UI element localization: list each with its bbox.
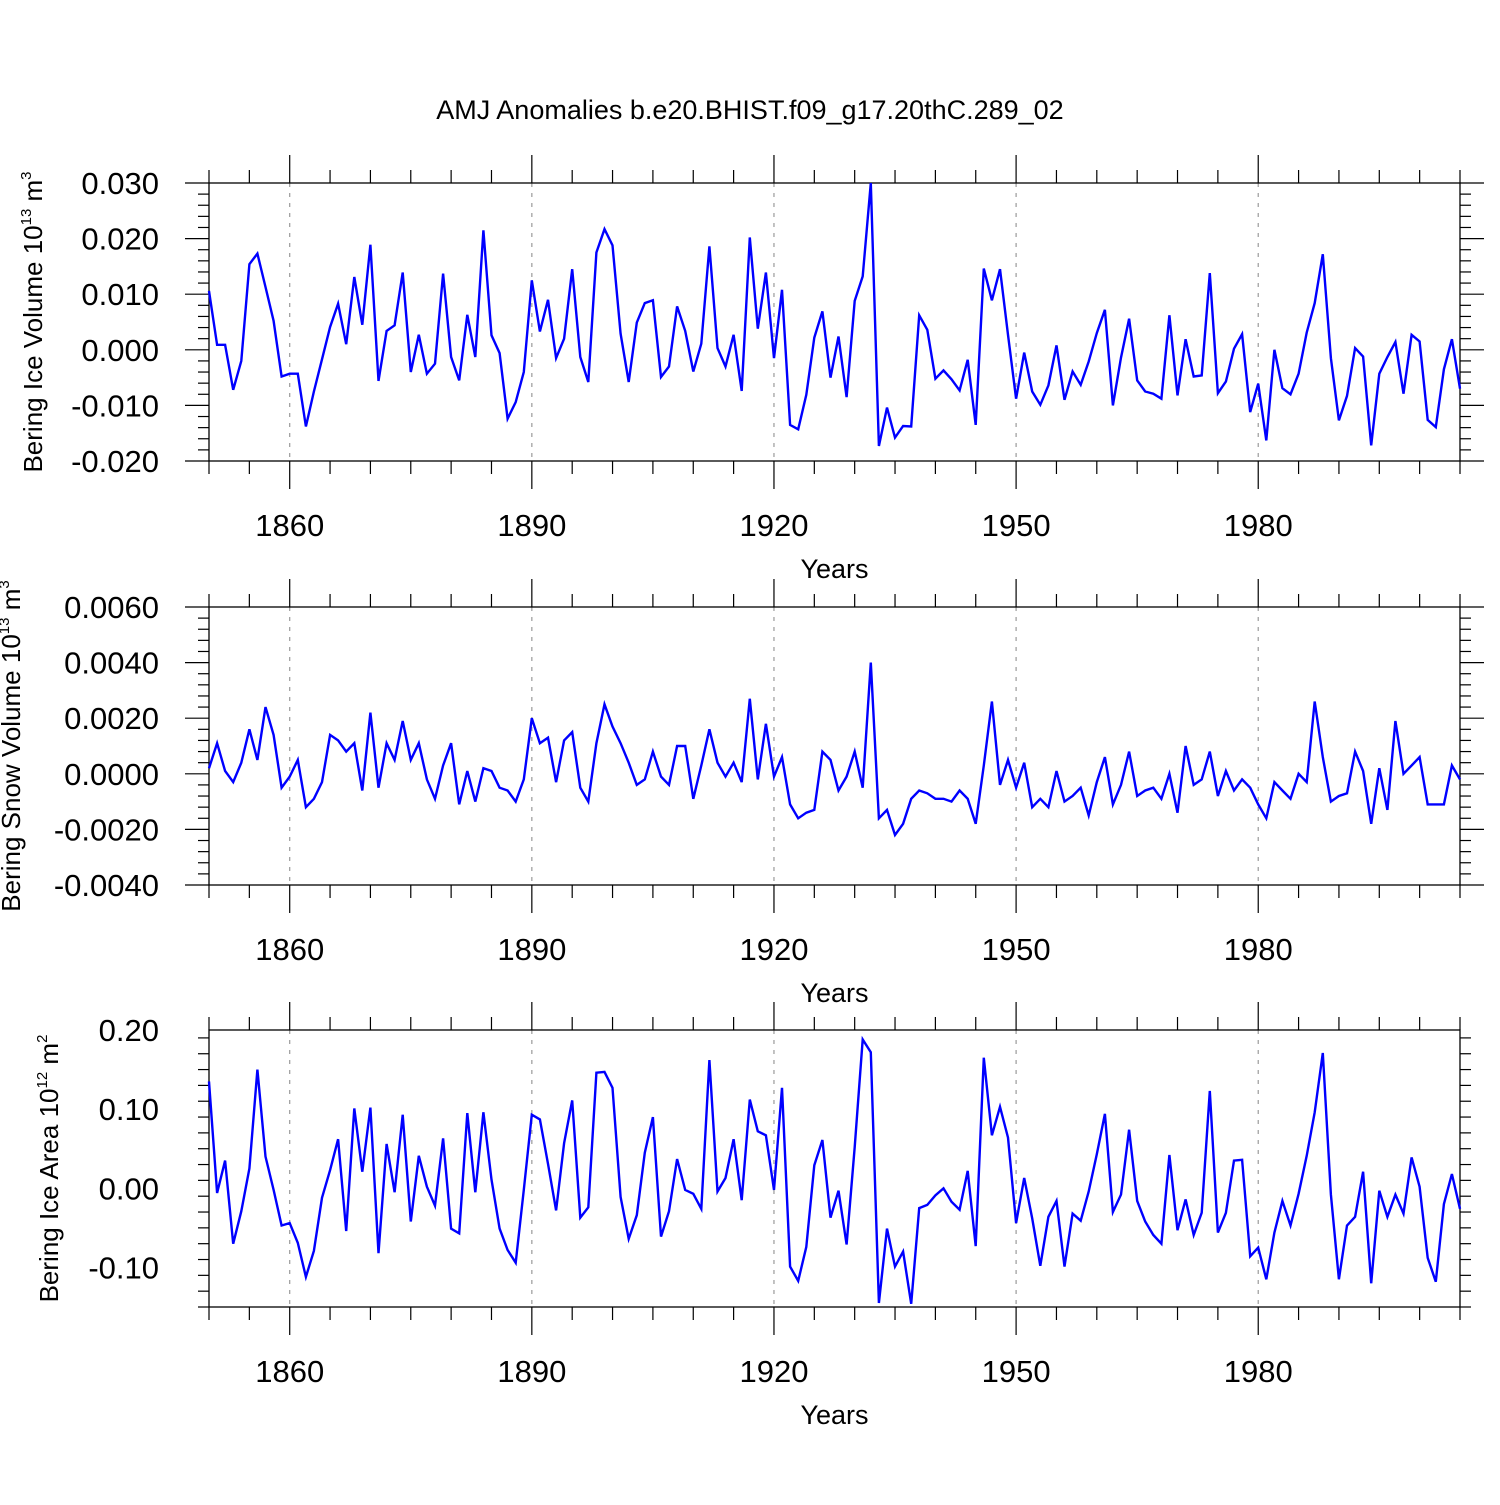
x-tick-label-1920: 1920 [739, 1354, 808, 1389]
y-tick-label-3: 0.0000 [64, 757, 159, 792]
x-tick-label-1890: 1890 [497, 508, 566, 543]
y-tick-label-2: 0.0020 [64, 701, 159, 736]
panel-1: 1860 1890 1920 1950 1980 Years 0.030 0.020 0.010… [18, 155, 1484, 584]
x-tick-label-1860: 1860 [255, 1354, 324, 1389]
y-tick-label-3: 0.000 [81, 333, 159, 368]
x-axis-label: Years [800, 1400, 868, 1430]
y-axis-label: Bering Ice Area 1012 m2 [34, 1035, 64, 1303]
series-line-1 [207, 182, 1462, 447]
y-tick-label-3: -0.10 [88, 1250, 159, 1285]
y-tick-label-0: 0.20 [99, 1013, 159, 1048]
x-tick-label-1980: 1980 [1224, 508, 1293, 543]
plot-frame [208, 606, 1461, 886]
y-tick-label-0: 0.0060 [64, 590, 159, 625]
y-tick-label-4: -0.0020 [54, 812, 159, 847]
panel-2: 1860 1890 1920 1950 1980 Years 0.0060 0.0040 0.0… [0, 579, 1484, 1008]
panel-3: 1860 1890 1920 1950 1980 Years 0.20 0.10 0.00 -0.… [34, 1002, 1471, 1430]
y-tick-label-5: -0.0040 [54, 868, 159, 903]
x-axis-label: Years [800, 554, 868, 584]
y-tick-label-1: 0.020 [81, 222, 159, 257]
x-tick-label-1980: 1980 [1224, 932, 1293, 967]
x-tick-label-1980: 1980 [1224, 1354, 1293, 1389]
x-tick-label-1920: 1920 [739, 932, 808, 967]
x-tick-label-1860: 1860 [255, 508, 324, 543]
y-tick-label-5: -0.020 [71, 444, 159, 479]
y-axis-label: Bering Snow Volume 1013 m3 [0, 580, 26, 911]
y-tick-label-1: 0.10 [99, 1092, 159, 1127]
series-line-3 [207, 1035, 1462, 1304]
y-tick-label-0: 0.030 [81, 166, 159, 201]
x-tick-label-1890: 1890 [497, 932, 566, 967]
y-tick-label-1: 0.0040 [64, 646, 159, 681]
x-tick-label-1860: 1860 [255, 932, 324, 967]
y-tick-label-2: 0.010 [81, 277, 159, 312]
x-tick-label-1890: 1890 [497, 1354, 566, 1389]
x-tick-label-1950: 1950 [982, 1354, 1051, 1389]
y-axis-label: Bering Ice Volume 1013 m3 [18, 171, 48, 472]
y-tick-label-4: -0.010 [71, 388, 159, 423]
x-tick-label-1950: 1950 [982, 508, 1051, 543]
y-tick-label-2: 0.00 [99, 1171, 159, 1206]
panels: 1860 1890 1920 1950 1980 Years 0.030 0.020 0.010… [0, 155, 1484, 1430]
x-axis-label: Years [800, 978, 868, 1008]
plot-frame [208, 182, 1461, 462]
chart-title: AMJ Anomalies b.e20.BHIST.f09_g17.20thC.… [436, 95, 1063, 125]
plot-frame [208, 1029, 1461, 1308]
x-tick-label-1950: 1950 [982, 932, 1051, 967]
series-line-2 [207, 662, 1462, 838]
x-tick-label-1920: 1920 [739, 508, 808, 543]
